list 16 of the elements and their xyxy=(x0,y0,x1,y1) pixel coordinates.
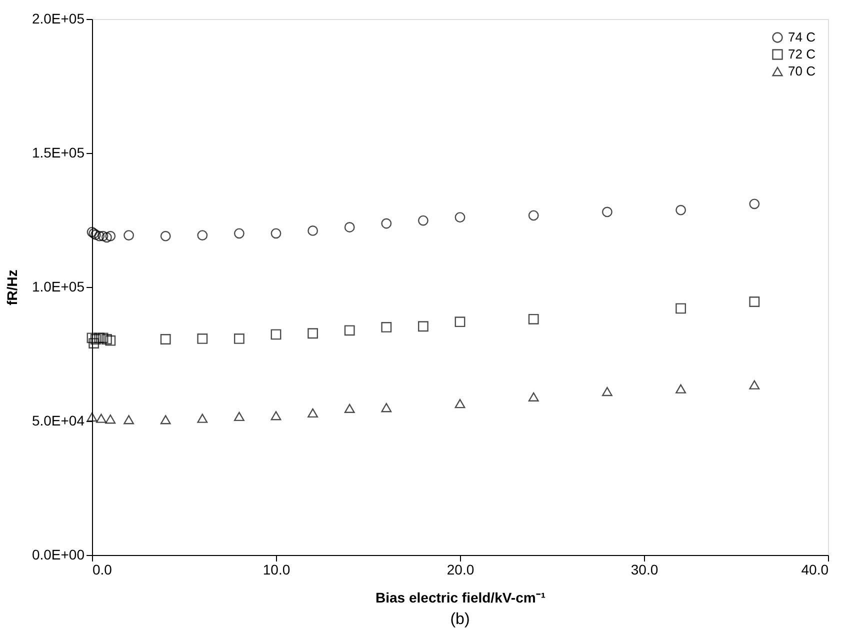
y-tick-label: 0.0E+00 xyxy=(32,546,85,562)
x-tick-label: 40.0 xyxy=(801,562,829,578)
y-tick-label: 1.0E+05 xyxy=(32,278,85,294)
y-tick-label: 2.0E+05 xyxy=(32,10,85,26)
legend-label: 72 C xyxy=(788,46,816,62)
legend-label: 70 C xyxy=(788,64,816,78)
x-tick-label: 0.0 xyxy=(92,562,112,578)
x-tick-label: 30.0 xyxy=(630,562,658,578)
y-axis-title: fR/Hz xyxy=(4,270,20,306)
x-axis-title: Bias electric field/kV-cm⁻¹ xyxy=(376,590,546,606)
x-tick-label: 20.0 xyxy=(446,562,474,578)
text: (b) xyxy=(450,611,470,628)
legend-label: 74 C xyxy=(788,30,816,44)
y-tick-label: 5.0E+04 xyxy=(32,412,85,428)
y-tick-label: 1.5E+05 xyxy=(32,144,85,160)
x-tick-label: 10.0 xyxy=(262,562,290,578)
